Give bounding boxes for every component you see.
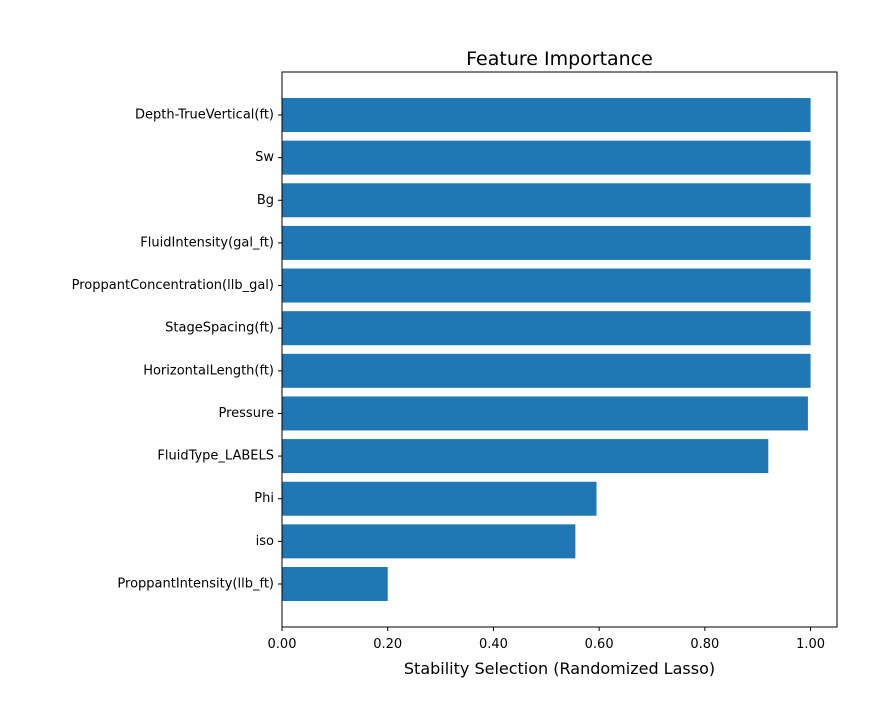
bar — [282, 439, 769, 474]
y-tick-label: Pressure — [218, 406, 274, 421]
y-tick-label: ProppantConcentration(llb_gal) — [72, 278, 274, 293]
x-tick-label: 0.20 — [373, 637, 402, 652]
x-axis-label: Stability Selection (Randomized Lasso) — [404, 659, 715, 678]
y-tick-label: Sw — [255, 150, 274, 165]
bar — [282, 268, 811, 303]
bar — [282, 353, 811, 388]
bar — [282, 524, 576, 559]
y-tick-label: ProppantIntensity(llb_ft) — [117, 577, 274, 592]
bars-group — [282, 98, 811, 601]
bar — [282, 183, 811, 218]
x-tick-label: 0.60 — [585, 637, 614, 652]
bar — [282, 567, 388, 601]
bar — [282, 481, 597, 516]
y-tick-label: Depth-TrueVertical(ft) — [135, 108, 274, 123]
y-tick-label: FluidIntensity(gal_ft) — [140, 235, 274, 250]
chart-title: Feature Importance — [466, 48, 653, 70]
x-tick-label: 0.00 — [268, 637, 297, 652]
y-tick-label: StageSpacing(ft) — [165, 321, 274, 336]
x-axis-ticks: 0.00 0.20 0.40 0.60 0.80 1.00 — [268, 627, 825, 652]
x-tick-label: 0.80 — [690, 637, 719, 652]
y-tick-label: FluidType_LABELS — [157, 449, 274, 464]
y-tick-label: Phi — [254, 491, 274, 506]
bar — [282, 225, 811, 260]
bar — [282, 140, 811, 175]
y-tick-label: HorizontalLength(ft) — [143, 363, 274, 378]
bar — [282, 311, 811, 346]
x-tick-label: 1.00 — [796, 637, 825, 652]
y-tick-label: Bg — [257, 193, 274, 208]
y-tick-label: iso — [256, 534, 274, 549]
x-tick-label: 0.40 — [479, 637, 508, 652]
bar — [282, 396, 808, 431]
y-axis-ticks: Depth-TrueVertical(ft) Sw Bg FluidIntensity… — [72, 108, 282, 592]
plot-area-frame — [281, 71, 838, 628]
bar — [282, 98, 811, 132]
